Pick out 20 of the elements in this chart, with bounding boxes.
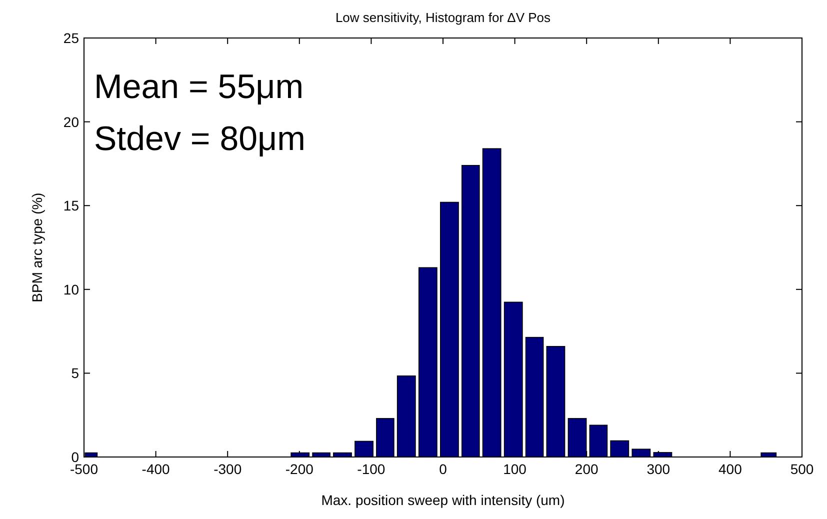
x-tick-label: 0 xyxy=(439,461,448,477)
y-tick-label: 5 xyxy=(71,365,80,382)
y-tick-label: 10 xyxy=(63,281,80,298)
x-tick-label: 500 xyxy=(790,461,814,477)
y-tick-label: 15 xyxy=(63,198,80,214)
y-tick-label: 20 xyxy=(63,114,80,130)
y-axis-title: BPM arc type (%) xyxy=(29,192,45,302)
y-tick-label: 25 xyxy=(63,30,80,46)
x-tick-label: 400 xyxy=(718,461,742,477)
annotation: Stdev = 80μm xyxy=(94,120,306,158)
x-tick-label: -300 xyxy=(214,461,242,477)
x-tick-label: -400 xyxy=(142,461,170,477)
annotation: Mean = 55μm xyxy=(94,68,304,106)
x-tick-label: 100 xyxy=(503,461,527,477)
chart-title: Low sensitivity, Histogram for ΔV Pos xyxy=(335,10,552,25)
x-tick-label: -200 xyxy=(285,461,314,477)
x-axis-title: Max. position sweep with intensity (um) xyxy=(321,492,565,508)
x-tick-label: 300 xyxy=(646,461,670,477)
x-tick-label: 200 xyxy=(574,461,598,477)
x-tick-label: -100 xyxy=(357,461,386,477)
